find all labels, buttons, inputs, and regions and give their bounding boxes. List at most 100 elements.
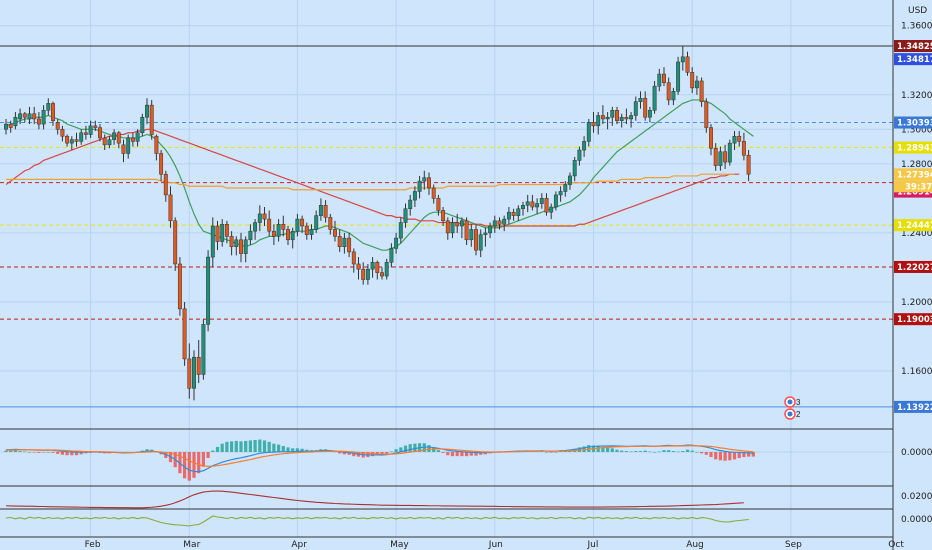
candle[interactable]: [539, 193, 544, 209]
candle[interactable]: [441, 207, 446, 226]
candle[interactable]: [384, 258, 389, 280]
candle[interactable]: [116, 131, 121, 149]
candle[interactable]: [295, 213, 300, 237]
candle[interactable]: [403, 203, 408, 228]
candle[interactable]: [51, 101, 55, 126]
candle[interactable]: [375, 260, 380, 280]
candle[interactable]: [337, 229, 342, 252]
indicator-pane-2[interactable]: [5, 490, 744, 509]
candle[interactable]: [723, 144, 728, 170]
candle[interactable]: [342, 232, 347, 254]
candle[interactable]: [676, 56, 681, 95]
candle[interactable]: [492, 215, 497, 233]
candle[interactable]: [647, 106, 652, 123]
price-badge[interactable]: 1.30393: [894, 116, 932, 129]
candle[interactable]: [145, 98, 149, 125]
candle[interactable]: [610, 106, 615, 126]
price-badge[interactable]: 1.22027: [894, 260, 932, 273]
candle[interactable]: [380, 267, 384, 280]
candle[interactable]: [633, 96, 638, 121]
candle[interactable]: [168, 186, 173, 228]
candle[interactable]: [713, 143, 718, 171]
candle[interactable]: [516, 205, 521, 221]
candle[interactable]: [497, 217, 502, 230]
event-markers[interactable]: 32: [784, 396, 801, 420]
candle[interactable]: [309, 224, 314, 240]
candle[interactable]: [140, 113, 145, 137]
candle[interactable]: [328, 213, 333, 235]
candle[interactable]: [271, 224, 276, 245]
candle[interactable]: [281, 215, 286, 237]
candle[interactable]: [323, 200, 328, 223]
candle[interactable]: [558, 186, 563, 202]
candle[interactable]: [290, 227, 295, 249]
price-badge[interactable]: 1.27394: [894, 168, 932, 181]
candle[interactable]: [18, 108, 23, 125]
candle[interactable]: [318, 198, 323, 221]
candle[interactable]: [314, 210, 319, 233]
candle[interactable]: [267, 210, 272, 237]
candle[interactable]: [224, 220, 229, 244]
candle[interactable]: [333, 220, 337, 242]
candle[interactable]: [286, 225, 290, 245]
candle[interactable]: [201, 319, 206, 380]
candle[interactable]: [55, 118, 60, 135]
candle[interactable]: [60, 125, 65, 142]
candle[interactable]: [549, 203, 554, 220]
candle[interactable]: [163, 170, 168, 202]
candle[interactable]: [666, 77, 671, 106]
candle[interactable]: [605, 112, 610, 130]
candle[interactable]: [177, 257, 182, 316]
candle[interactable]: [506, 207, 511, 225]
price-badge[interactable]: 1.13922: [894, 400, 932, 413]
candle[interactable]: [431, 184, 436, 204]
candle[interactable]: [154, 134, 159, 161]
candle[interactable]: [112, 129, 117, 145]
candle[interactable]: [229, 231, 234, 256]
candle[interactable]: [709, 124, 713, 156]
candle[interactable]: [690, 67, 695, 94]
candle[interactable]: [657, 68, 662, 92]
candle[interactable]: [746, 150, 751, 182]
candle[interactable]: [624, 108, 629, 125]
candle[interactable]: [544, 193, 549, 216]
candle[interactable]: [478, 229, 483, 258]
candle[interactable]: [511, 208, 516, 221]
candle[interactable]: [220, 219, 225, 247]
candle[interactable]: [239, 232, 243, 263]
candle[interactable]: [389, 243, 394, 268]
candle[interactable]: [253, 219, 258, 240]
candle[interactable]: [347, 232, 352, 258]
candle[interactable]: [210, 217, 215, 268]
candle[interactable]: [582, 136, 587, 157]
candles[interactable]: [4, 46, 751, 401]
candle[interactable]: [638, 91, 643, 109]
candle[interactable]: [417, 175, 422, 199]
price-badge[interactable]: 1.24447: [894, 219, 932, 232]
candle[interactable]: [662, 67, 666, 87]
event-flag[interactable]: 3: [784, 396, 801, 408]
candle[interactable]: [445, 217, 450, 240]
candle[interactable]: [450, 217, 455, 239]
candle[interactable]: [521, 201, 525, 216]
candle[interactable]: [525, 194, 530, 213]
candle[interactable]: [126, 134, 131, 159]
candle[interactable]: [300, 215, 305, 233]
candle[interactable]: [370, 257, 375, 278]
candle[interactable]: [32, 106, 37, 125]
candle[interactable]: [694, 75, 699, 95]
candle[interactable]: [535, 198, 540, 214]
candle[interactable]: [741, 132, 746, 161]
candle[interactable]: [215, 220, 220, 251]
candle[interactable]: [502, 215, 507, 232]
event-flag[interactable]: 2: [784, 408, 801, 420]
candle[interactable]: [629, 112, 634, 128]
candle[interactable]: [600, 105, 605, 125]
candle[interactable]: [173, 217, 178, 271]
candle[interactable]: [159, 150, 164, 182]
candle[interactable]: [46, 98, 51, 116]
candle[interactable]: [206, 250, 211, 332]
candle[interactable]: [394, 232, 399, 254]
candle[interactable]: [455, 213, 460, 233]
